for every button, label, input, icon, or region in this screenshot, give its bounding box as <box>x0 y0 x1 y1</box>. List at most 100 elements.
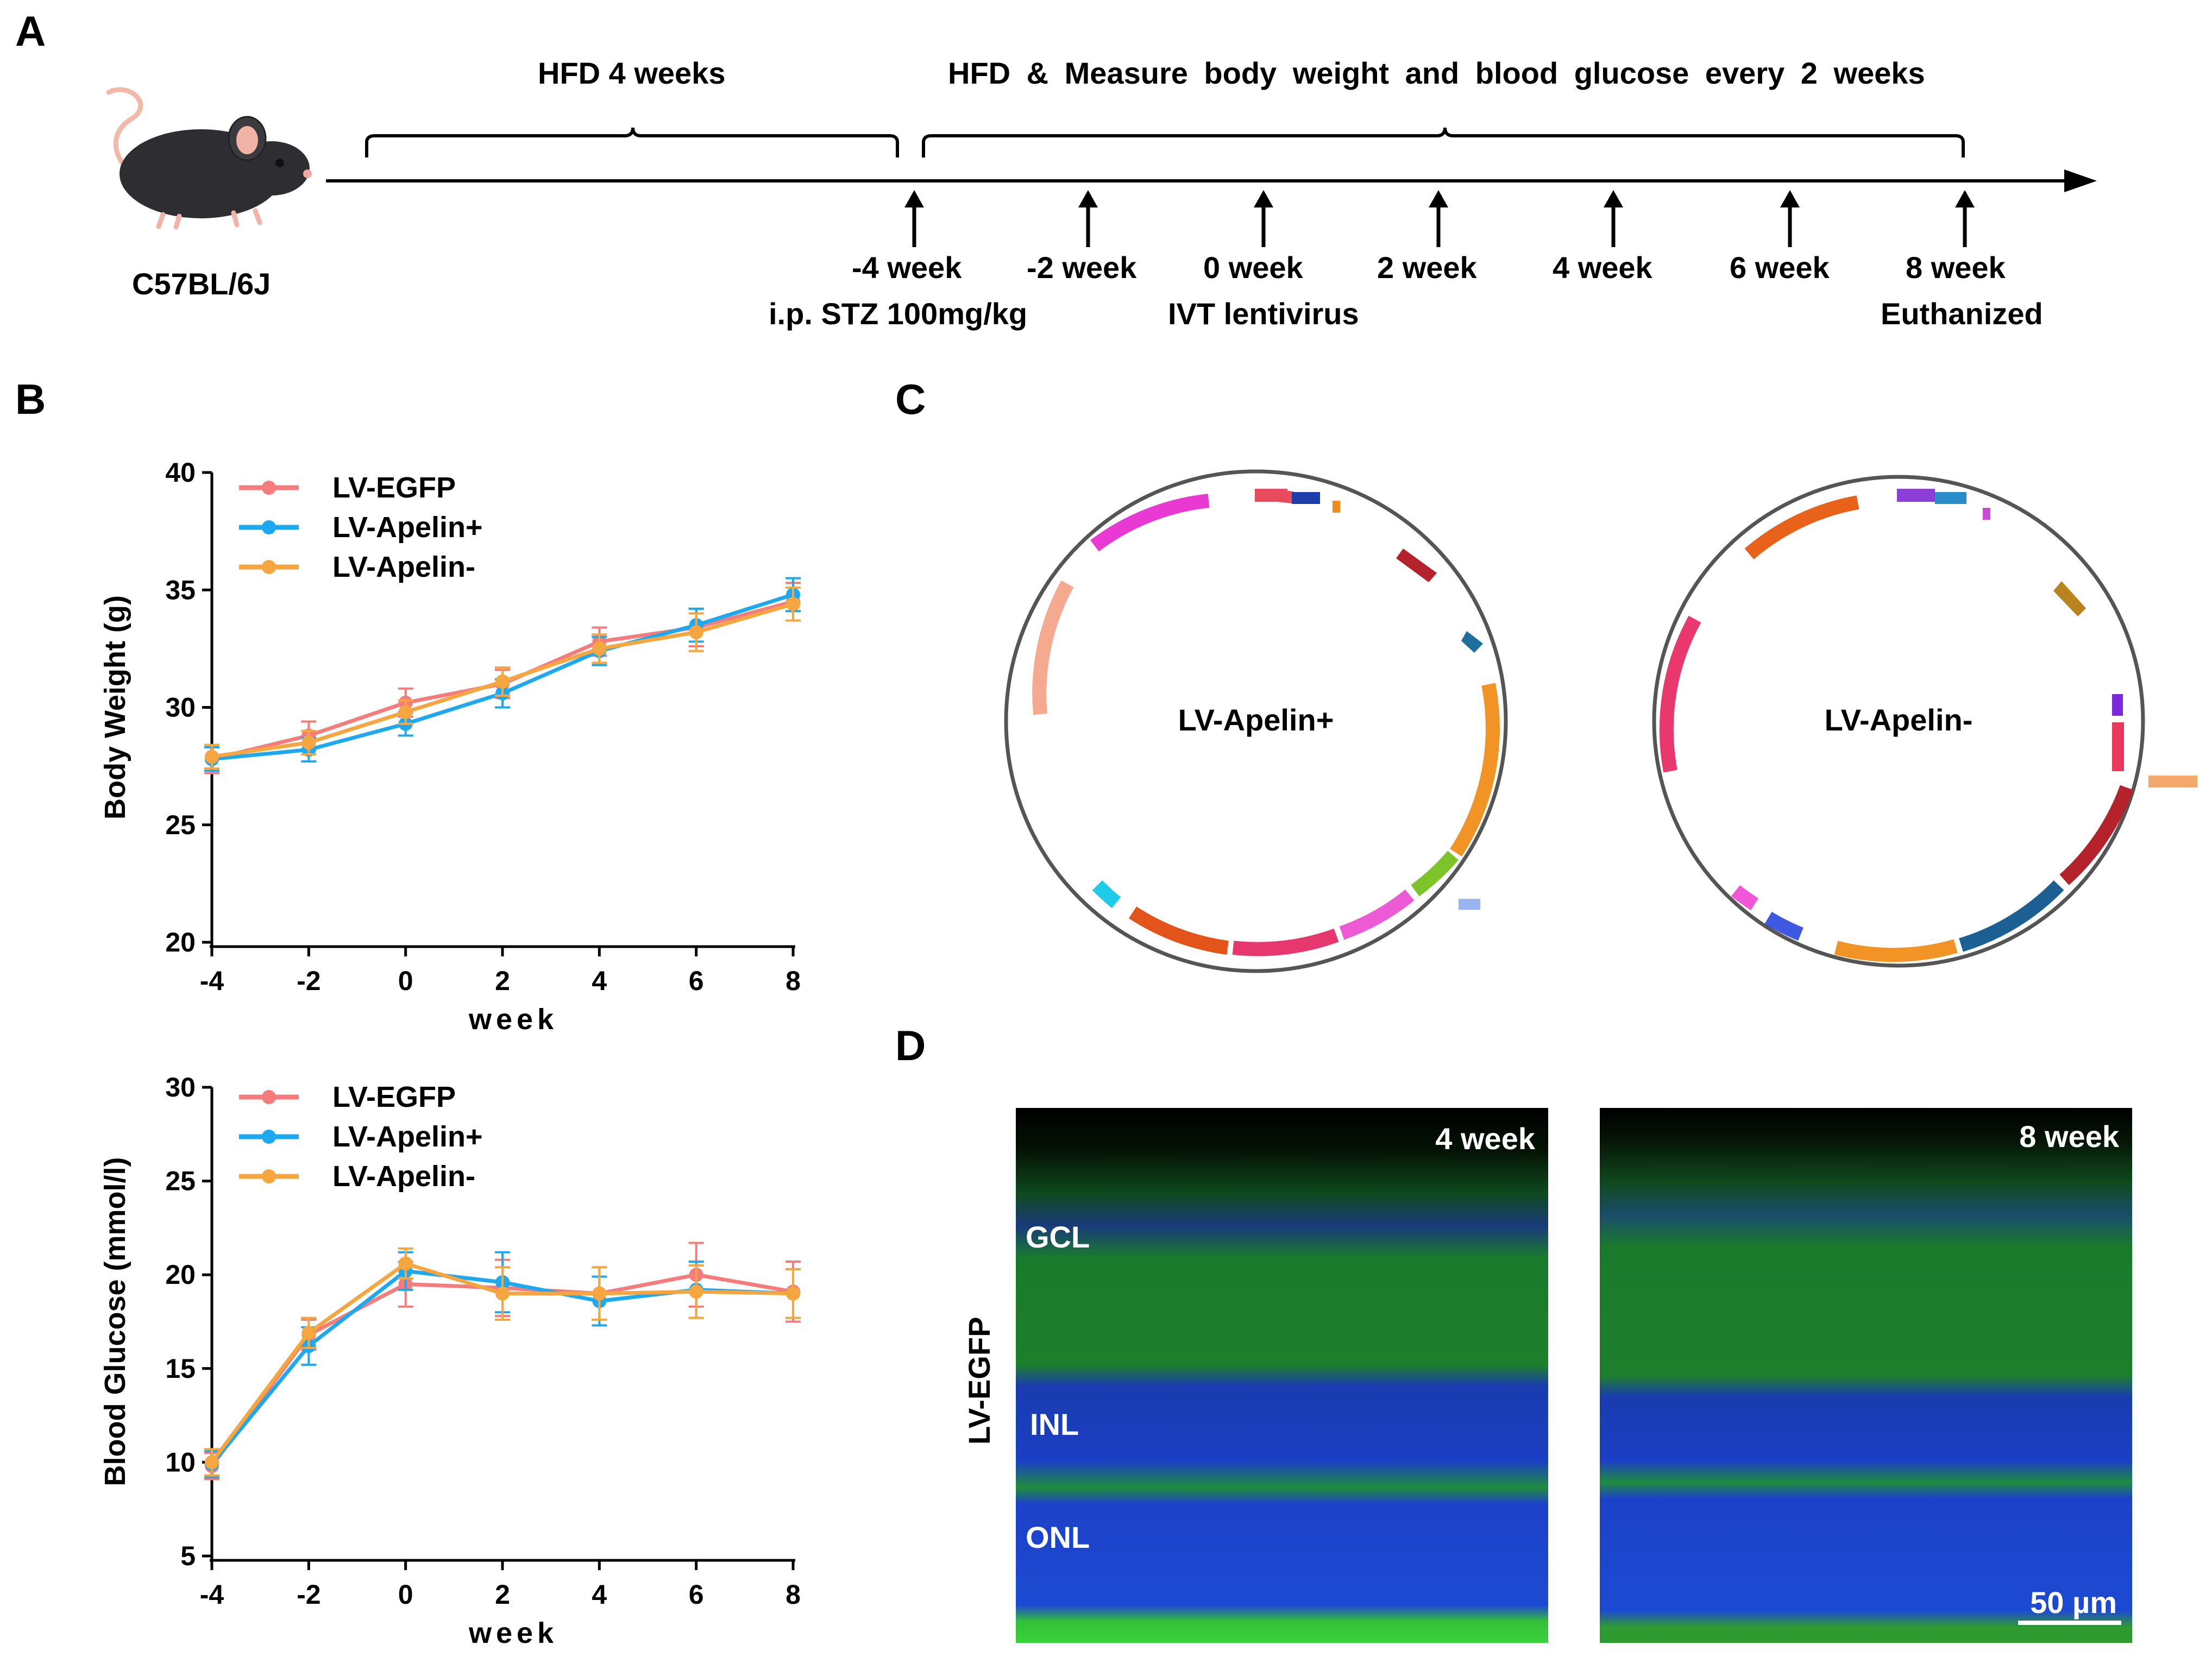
event-note-stz: i.p. STZ 100mg/kg <box>769 297 1028 331</box>
feature-apelin-orf <box>1450 683 1500 857</box>
x-tick-label: 0 <box>398 1579 413 1610</box>
event-arrow <box>1254 190 1273 247</box>
data-point <box>301 1326 316 1340</box>
data-point <box>689 625 703 640</box>
timeline-graphic <box>106 87 2097 247</box>
feature-rre <box>1396 549 1437 582</box>
row-label-container: LV-EGFP <box>962 1293 1005 1456</box>
data-point <box>205 749 219 764</box>
x-tick-label: -2 <box>297 966 321 996</box>
bracket-hfd-4-weeks <box>365 127 899 157</box>
x-axis-label: week <box>468 1617 558 1649</box>
y-tick-label: 40 <box>165 457 196 488</box>
plasmid-maps: LV-Apelin+ LV-Apelin- <box>1004 469 2197 973</box>
event-week-label: -2 week <box>1027 250 1137 285</box>
x-tick-label: 8 <box>785 1579 801 1610</box>
layer-label-onl: ONL <box>1026 1520 1090 1554</box>
event-note-ivt: IVT lentivirus <box>1168 297 1359 331</box>
micrograph-4-week: 4 week GCL INL ONL <box>1016 1108 1548 1643</box>
y-tick-label: 25 <box>165 1166 196 1196</box>
event-arrow <box>904 190 924 247</box>
legend-label: LV-EGFP <box>332 1081 456 1113</box>
plasmid-map-apelin-minus: LV-Apelin- <box>1652 475 2197 968</box>
feature-psi <box>1983 508 1990 520</box>
row-label: LV-EGFP <box>962 1316 996 1445</box>
plasmid-title: LV-Apelin- <box>1825 703 1973 737</box>
data-point <box>592 641 607 656</box>
feature-psi <box>1333 501 1340 513</box>
y-tick-label: 20 <box>165 1259 196 1290</box>
y-tick-label: 15 <box>165 1353 196 1384</box>
legend-label: LV-Apelin- <box>332 551 475 583</box>
timepoint-label: 4 week <box>1435 1122 1535 1156</box>
x-tick-label: 6 <box>689 966 704 996</box>
panel-label-c: C <box>895 375 926 423</box>
feature-cppt <box>1461 631 1483 653</box>
legend-label: LV-Apelin- <box>332 1160 475 1193</box>
legend-label: LV-Apelin+ <box>332 1120 483 1153</box>
timeline-arrowhead <box>2064 169 2097 192</box>
x-tick-label: 4 <box>592 966 607 996</box>
legend-item: LV-Apelin+ <box>239 1120 483 1153</box>
legend-item: LV-EGFP <box>239 471 456 504</box>
event-week-label: 8 week <box>1906 250 2006 285</box>
plasmid-backbone <box>1652 475 2145 968</box>
series-LV-Apelin- <box>204 586 801 770</box>
data-point <box>205 1455 219 1470</box>
y-tick-label: 30 <box>165 692 196 723</box>
layer-label-gcl: GCL <box>1026 1220 1090 1254</box>
y-axis-label: Body Weight (g) <box>99 595 131 820</box>
x-tick-label: -2 <box>297 1579 321 1610</box>
timepoint-label: 8 week <box>2019 1119 2119 1154</box>
legend-item: LV-Apelin- <box>239 1160 475 1193</box>
y-tick-label: 5 <box>180 1541 196 1571</box>
legend-item: LV-EGFP <box>239 1081 456 1113</box>
legend-label: LV-EGFP <box>332 471 456 504</box>
feature-5ltr <box>1292 492 1320 504</box>
y-tick-label: 30 <box>165 1072 196 1102</box>
event-week-label: 2 week <box>1377 250 1477 285</box>
data-point <box>398 1256 413 1271</box>
y-axis-label: Blood Glucose (mmol/l) <box>99 1157 131 1486</box>
body-weight-chart: 20 25 30 35 40 -4 -2 0 2 4 6 8 week Body Weight (g) LV… <box>99 457 801 1036</box>
feature-rsv-promoter <box>1897 489 1935 502</box>
feature-u6-promoter <box>2112 722 2124 771</box>
scale-bar-label: 50 µm <box>2030 1585 2117 1620</box>
event-arrow <box>1604 190 1623 247</box>
event-arrow <box>1780 190 1800 247</box>
feature-ires <box>1411 850 1459 897</box>
micrograph-8-week: 8 week 50 µm <box>1600 1108 2132 1643</box>
legend-label: LV-Apelin+ <box>332 511 483 544</box>
retina-image <box>1016 1108 1548 1643</box>
mouse-icon <box>106 87 312 230</box>
y-tick-label: 10 <box>165 1447 196 1477</box>
bracket-hfd-measure <box>922 127 1965 157</box>
x-tick-label: 6 <box>689 1579 704 1610</box>
x-tick-label: -4 <box>200 1579 224 1610</box>
x-tick-label: 0 <box>398 966 413 996</box>
data-point <box>786 597 800 612</box>
event-arrow <box>1078 190 1098 247</box>
x-axis-label: week <box>468 1003 558 1036</box>
plasmid-backbone <box>1004 469 1508 973</box>
x-tick-label: 2 <box>495 1579 510 1610</box>
feature-ori <box>1744 495 1859 559</box>
feature-terminator <box>2148 776 2197 787</box>
feature-hpgk-puro <box>1959 880 2064 952</box>
event-week-label: 6 week <box>1730 250 1830 285</box>
layer-label-inl: INL <box>1030 1407 1079 1441</box>
series-LV-Apelin- <box>204 1247 801 1477</box>
data-point <box>398 705 413 720</box>
feature-ori <box>1090 494 1210 552</box>
feature-hpgk-promoter <box>1232 928 1339 956</box>
plasmid-title: LV-Apelin+ <box>1178 703 1334 737</box>
retina-image <box>1600 1108 2132 1643</box>
data-point <box>786 1286 800 1301</box>
data-point <box>592 1286 607 1301</box>
legend-item: LV-Apelin- <box>239 551 475 583</box>
plasmid-map-apelin-plus: LV-Apelin+ <box>1004 469 1508 973</box>
event-note-euthanized: Euthanized <box>1881 297 2043 331</box>
feature-3ltr <box>1764 911 1804 941</box>
feature-apelin-shrna <box>2059 785 2134 885</box>
feature-5ltr <box>1935 492 1966 504</box>
